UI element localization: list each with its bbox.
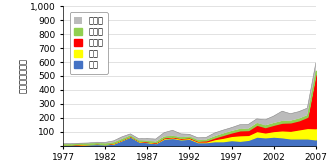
Y-axis label: 漁穫量（トン）: 漁穫量（トン） [19, 58, 28, 93]
Legend: 八丈島, 三宅島, 神津島, 新島, 大島: 八丈島, 三宅島, 神津島, 新島, 大島 [70, 12, 108, 73]
